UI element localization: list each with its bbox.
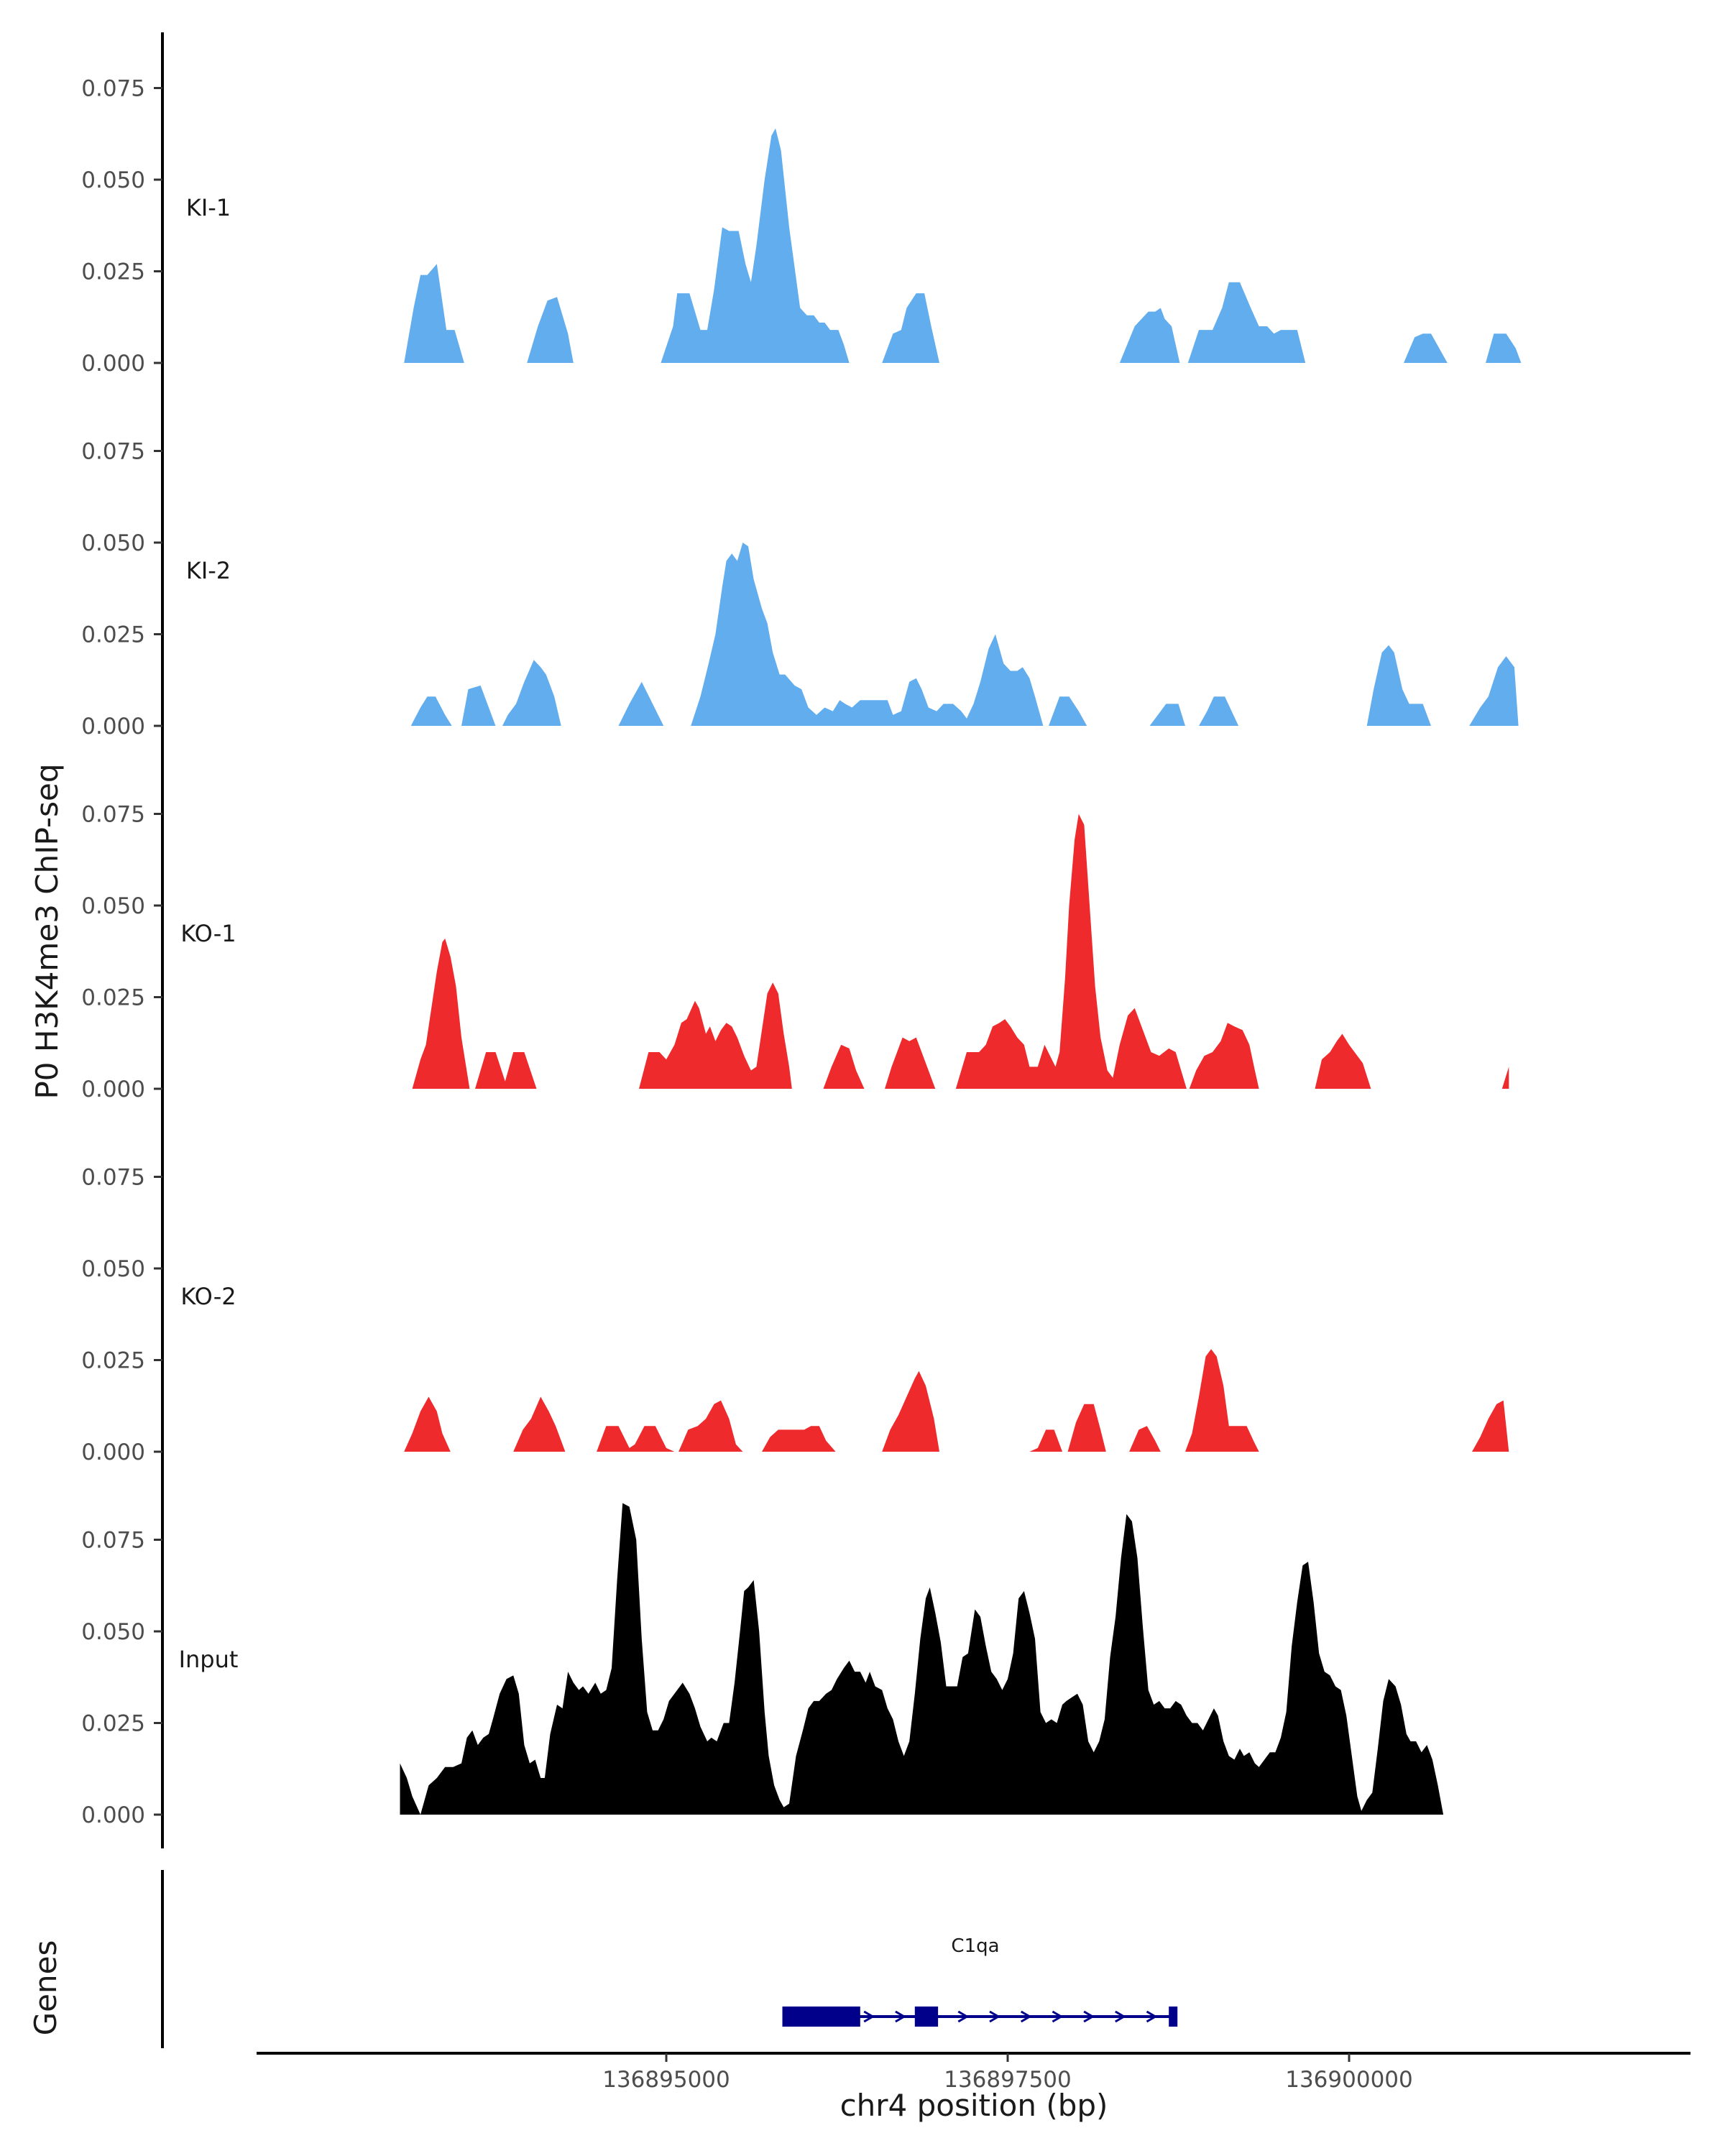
y-tick-label: 0.025 [81,1711,145,1737]
signal-area-ko-2-7 [1029,1429,1062,1452]
track-ko-1: 0.000 0.025 0.050 0.075 KO-1 [81,758,1509,1123]
signal-area-ko-2-2 [513,1396,566,1452]
signal-area-ki-1-5 [1119,308,1180,363]
track-ki-1: 0.000 0.025 0.050 0.075 KI-1 [81,32,1522,397]
signal-area-ko-1-1 [412,938,470,1089]
x-tick-label: 136897500 [944,2067,1072,2093]
signal-area-ko-2-8 [1067,1404,1106,1452]
strand-arrow [957,2010,970,2023]
signal-area-ko-2-5 [762,1426,836,1452]
signal-area-ki-2-6 [1049,696,1087,726]
signal-area-ko-2-10 [1185,1349,1259,1452]
track-label: Input [179,1646,239,1673]
y-tick-label: 0.050 [81,1619,145,1645]
track-label: KO-2 [180,1283,236,1310]
signal-area-ki-2-3 [502,660,561,726]
y-tick-label: 0.025 [81,259,145,285]
signal-area-ko-1-6 [955,814,1187,1089]
gene-exon-2 [914,2007,939,2027]
gene-exon-1 [782,2007,860,2027]
signal-area-ki-2-9 [1366,645,1431,726]
y-tick-label: 0.000 [81,714,145,740]
signal-area-ko-2-3 [597,1426,675,1452]
signal-area-ko-1-7 [1189,1023,1259,1089]
y-tick-label: 0.075 [81,1165,145,1191]
strand-arrow [895,2010,906,2023]
track-input: 0.000 0.025 0.050 0.075 Input [81,1484,1444,1848]
signal-area-ko-2-11 [1472,1400,1509,1452]
signal-area-ki-2-1 [410,696,452,726]
y-tick-label: 0.075 [81,439,145,465]
y-tick-label: 0.025 [81,622,145,648]
x-tick-label: 136895000 [602,2067,730,2093]
x-axis-title: chr4 position (bp) [840,2088,1108,2123]
signal-area-ki-1-2 [527,297,574,363]
signal-area-ki-1-8 [1486,333,1522,363]
signal-area-ki-1-3 [661,128,850,363]
signal-area-ki-1-4 [882,293,939,363]
signal-area-ki-2-10 [1469,656,1519,726]
signal-area-ki-2-5 [691,543,1044,726]
signal-area-ko-1-8 [1315,1033,1371,1089]
strand-arrow [1146,2010,1158,2023]
y-tick-label: 0.050 [81,530,145,556]
y-tick-label: 0.075 [81,1528,145,1554]
strand-arrow [1083,2010,1095,2023]
track-ki-2: 0.000 0.025 0.050 0.075 KI-2 [81,395,1519,760]
gene-model-c1qa [782,2007,1178,2027]
signal-area-ki-1-1 [404,264,464,363]
y-tick-label: 0.025 [81,985,145,1011]
y-tick-label: 0.000 [81,1802,145,1828]
signal-area-ki-2-4 [618,681,664,726]
signal-area-ki-2-8 [1199,696,1239,726]
track-panels: 0.0000.0250.0500.075KI-10.0000.0250.0500… [81,32,1522,1848]
gene-panel: Genes C1qa [28,1870,1178,2048]
signal-area-ko-2-6 [882,1370,939,1452]
track-ko-2: 0.000 0.025 0.050 0.075 KO-2 [81,1121,1509,1485]
y-tick-label: 0.050 [81,167,145,193]
signal-area-ko-1-9 [1501,1067,1509,1089]
strand-arrow [1052,2010,1064,2023]
y-axis-title: P0 H3K4me3 ChIP-seq [29,763,65,1099]
track-label: KO-1 [180,920,236,947]
strand-arrow [863,2010,875,2023]
x-axis: 136895000 136897500 136900000 chr4 positio… [257,2052,1690,2123]
genes-axis-title: Genes [28,1940,63,2036]
y-tick-label: 0.075 [81,802,145,828]
signal-area-ko-2-1 [404,1396,451,1452]
signal-area-ko-2-4 [678,1400,743,1452]
y-tick-label: 0.000 [81,351,145,377]
signal-area-input-1 [400,1503,1444,1815]
track-label: KI-2 [186,557,231,584]
x-tick-label: 136900000 [1285,2067,1413,2093]
y-tick-label: 0.025 [81,1348,145,1374]
signal-area-ko-2-9 [1129,1426,1161,1452]
gene-exon-3 [1169,2007,1178,2027]
y-tick-label: 0.075 [81,76,145,102]
signal-area-ki-1-7 [1404,333,1448,363]
y-tick-label: 0.000 [81,1439,145,1465]
y-tick-label: 0.050 [81,1256,145,1282]
signal-area-ki-2-7 [1149,704,1185,726]
y-tick-label: 0.050 [81,893,145,919]
strand-arrow [1115,2010,1126,2023]
signal-area-ko-1-3 [639,982,792,1089]
signal-area-ko-1-2 [475,1052,537,1089]
signal-area-ko-1-5 [885,1037,936,1089]
signal-area-ko-1-4 [823,1044,865,1089]
y-tick-label: 0.000 [81,1077,145,1102]
gene-label-c1qa: C1qa [951,1935,999,1957]
signal-area-ki-2-2 [461,685,496,726]
strand-arrow [1020,2010,1032,2023]
track-label: KI-1 [186,194,231,221]
x-axis-ticks: 136895000 136897500 136900000 [602,2053,1413,2093]
strand-arrow [989,2010,1000,2023]
signal-area-ki-1-6 [1187,282,1306,363]
